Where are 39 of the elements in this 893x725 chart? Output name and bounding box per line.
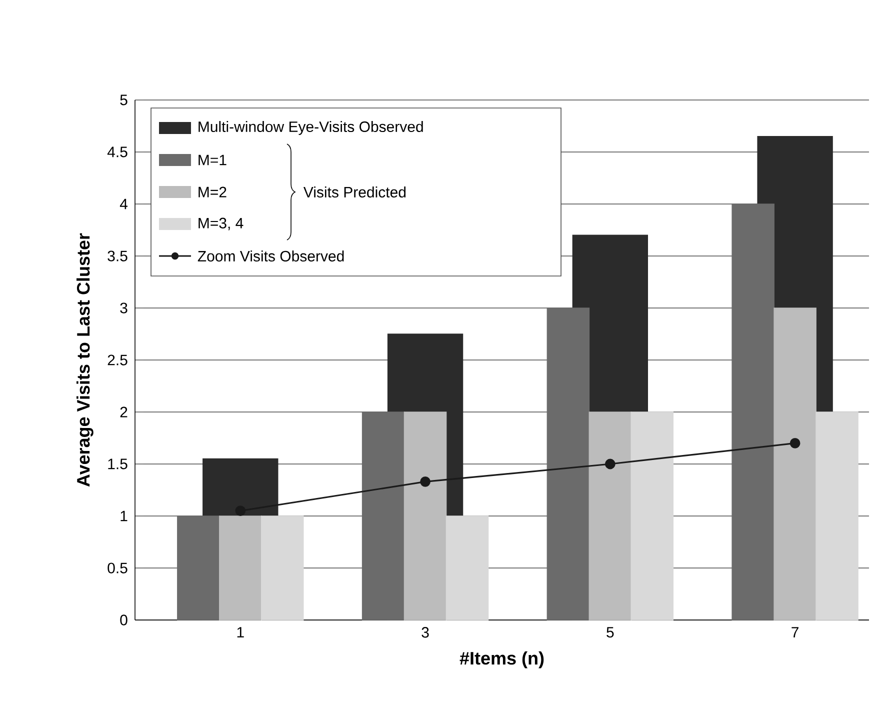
legend-label: M=1: [198, 154, 226, 166]
x-tick-label: 5: [606, 627, 614, 638]
y-tick-label: 4: [120, 198, 128, 210]
point: [790, 438, 800, 448]
bar: [588, 412, 632, 620]
y-tick-label: 3.5: [108, 250, 128, 262]
y-tick-label: 1.5: [108, 458, 128, 470]
bar: [404, 412, 447, 620]
point: [420, 476, 430, 487]
x-tick-label: 1: [237, 627, 244, 638]
bar: [362, 412, 405, 620]
y-tick-label: 2: [120, 406, 128, 418]
bar: [732, 204, 774, 620]
point: [604, 458, 616, 470]
legend-label: M=2: [198, 186, 226, 198]
y-tick-label: 4.5: [107, 146, 128, 158]
bar: [219, 516, 262, 620]
y-axis-title: Average Visits to Last Cluster: [76, 233, 94, 487]
y-tick-label: 2.5: [108, 354, 128, 366]
x-tick-label: 7: [792, 627, 798, 638]
bar: [546, 308, 590, 620]
bar: [774, 308, 816, 620]
legend-label: Multi-window Eye-Visits Observed: [198, 121, 423, 135]
bar: [177, 516, 220, 620]
y-tick-label: 3: [120, 302, 128, 314]
y-tick-label: 0: [120, 614, 128, 626]
annotation: Visits Predicted: [303, 186, 406, 198]
y-tick-label: 0.5: [108, 562, 128, 574]
bar: [816, 412, 858, 620]
x-tick-label: 3: [422, 627, 429, 638]
legend-label: M=3, 4: [198, 218, 244, 230]
x-axis-title: #Items (n): [460, 651, 544, 668]
bar: [446, 516, 489, 620]
y-tick-label: 1: [120, 510, 128, 522]
bar: [630, 412, 674, 620]
legend-label: Zoom Visits Observed: [198, 250, 344, 262]
y-tick-label: 5: [120, 94, 128, 106]
point: [235, 506, 246, 516]
bar: [260, 516, 304, 620]
